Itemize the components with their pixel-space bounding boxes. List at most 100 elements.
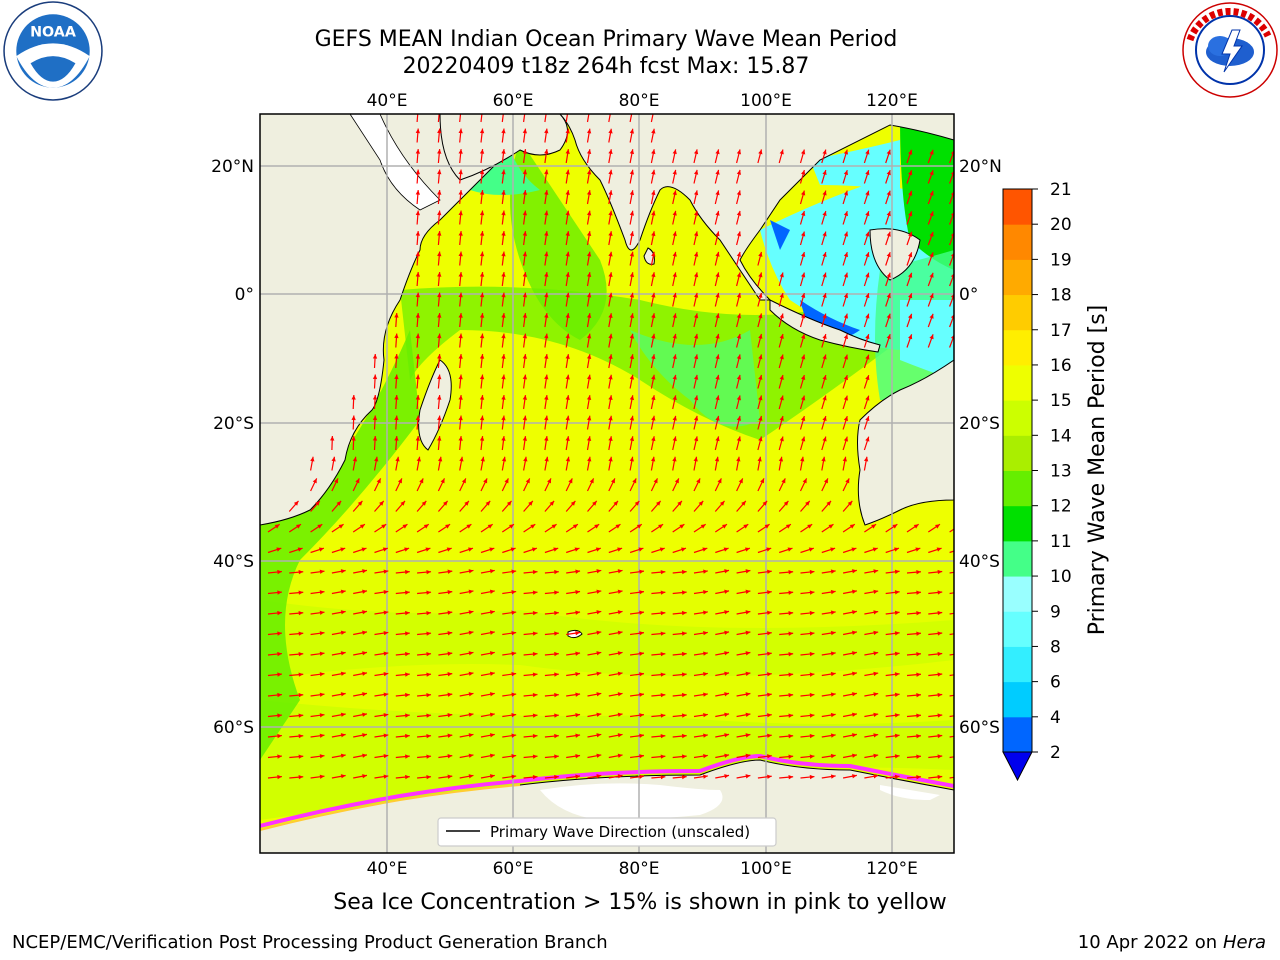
wave-vector-head: [738, 478, 743, 484]
wave-vector-head: [636, 524, 642, 529]
wave-vector-head: [937, 774, 943, 780]
wave-vector-head: [762, 500, 768, 506]
wave-vector-head: [629, 292, 635, 298]
wave-vector-head: [394, 436, 399, 441]
wave-vector-head: [724, 753, 730, 758]
wave-vector-head: [445, 524, 451, 529]
footer-date: 10 Apr 2022 on Hera: [1078, 932, 1266, 953]
wave-vector-shaft: [949, 674, 954, 677]
lon-tick-top: 40°E: [367, 91, 408, 111]
lat-tick-left: 60°S: [213, 718, 254, 738]
wave-vector-head: [886, 190, 891, 196]
wave-vector-shaft: [949, 633, 954, 636]
wave-vector-head: [440, 478, 445, 484]
wave-vector-head: [479, 169, 485, 175]
wave-vector-head: [479, 210, 485, 216]
colorbar-segment: [1003, 611, 1032, 647]
wave-vector-head: [653, 478, 658, 484]
wave-vector-head: [809, 569, 815, 575]
wave-vector-head: [592, 500, 597, 506]
wave-vector-head: [830, 651, 836, 656]
wave-vector-head: [319, 733, 325, 738]
wave-vector-head: [651, 231, 656, 237]
wave-vector-head: [415, 128, 421, 134]
wave-vector-head: [608, 333, 613, 339]
wave-vector-head: [959, 590, 964, 594]
wave-vector-head: [779, 416, 784, 421]
wave-vector-head: [544, 272, 549, 277]
wave-vector-head: [908, 190, 913, 196]
wave-vector-head: [489, 651, 495, 656]
wave-vector-head: [801, 149, 806, 155]
wave-vector-head: [522, 395, 528, 400]
wave-vector-head: [788, 590, 794, 595]
wave-vector-head: [660, 692, 666, 698]
wave-vector-head: [298, 569, 304, 575]
wave-vector-head: [617, 774, 623, 779]
left-latitude-labels: 20°N 0° 20°S 40°S 60°S: [211, 157, 254, 738]
wave-vector-head: [639, 590, 644, 595]
wave-vector-head: [447, 631, 453, 636]
wave-vector-head: [639, 569, 644, 574]
wave-vector-head: [447, 713, 453, 718]
wave-vector-head: [724, 651, 730, 656]
wave-vector-head: [672, 333, 677, 339]
wave-vector-head: [459, 456, 464, 462]
wave-vector-head: [908, 293, 913, 299]
wave-vector-head: [522, 354, 528, 359]
wave-vector-head: [554, 774, 559, 780]
wave-vector-head: [554, 651, 559, 657]
colorbar-segment: [1003, 364, 1032, 401]
wave-vector-head: [511, 774, 517, 779]
wave-vector-head: [894, 610, 900, 615]
wave-vector-head: [736, 354, 742, 360]
wave-vector-head: [852, 630, 857, 635]
wave-vector-head: [886, 149, 891, 155]
wave-vector-head: [672, 313, 677, 319]
wave-vector-head: [544, 190, 549, 195]
wave-vector-head: [522, 292, 528, 298]
wave-vector-head: [651, 149, 656, 155]
lat-tick-right: 40°S: [959, 552, 1000, 572]
colorbar-tick-label: 10: [1050, 567, 1072, 587]
wave-vector-head: [405, 774, 410, 780]
wave-vector-head: [958, 547, 963, 551]
wave-vector-head: [426, 692, 432, 698]
wave-vector-shaft: [459, 114, 462, 123]
wave-vector-head: [865, 252, 870, 258]
wave-vector-head: [788, 569, 794, 575]
wave-vector-head: [362, 630, 367, 635]
wave-vector-head: [479, 272, 485, 277]
wave-vector-head: [426, 631, 432, 636]
wave-vector-head: [586, 190, 592, 195]
wave-vector-head: [489, 547, 495, 552]
wave-vector-head: [658, 524, 664, 529]
wave-vector-head: [544, 354, 549, 359]
wave-vector-head: [672, 251, 677, 257]
wave-vector-head: [565, 436, 570, 441]
wave-vector-head: [672, 354, 677, 360]
wave-vector-head: [501, 415, 506, 421]
wave-vector-head: [736, 210, 742, 216]
wave-vector-head: [959, 754, 964, 758]
wave-vector-head: [788, 774, 794, 780]
wave-vector-head: [458, 313, 463, 318]
wave-vector-head: [426, 569, 432, 575]
wave-vector-head: [447, 590, 453, 595]
right-latitude-labels: 20°N 0° 20°S 40°S 60°S: [959, 157, 1002, 738]
wave-vector-head: [724, 712, 730, 717]
wave-vector-head: [405, 651, 410, 657]
wave-vector-head: [745, 630, 751, 635]
wave-vector-head: [544, 436, 549, 441]
wave-vector-head: [764, 524, 770, 529]
wave-vector-head: [509, 524, 514, 529]
wave-vector-head: [487, 524, 493, 529]
wave-vector-head: [458, 169, 463, 175]
lon-tick-bottom: 40°E: [367, 859, 408, 879]
wave-vector-head: [479, 292, 485, 298]
wave-vector-head: [544, 108, 548, 113]
wave-vector-head: [681, 651, 687, 657]
wave-vector-head: [886, 252, 891, 258]
wave-vector-head: [489, 589, 495, 594]
wave-vector-head: [437, 210, 442, 216]
